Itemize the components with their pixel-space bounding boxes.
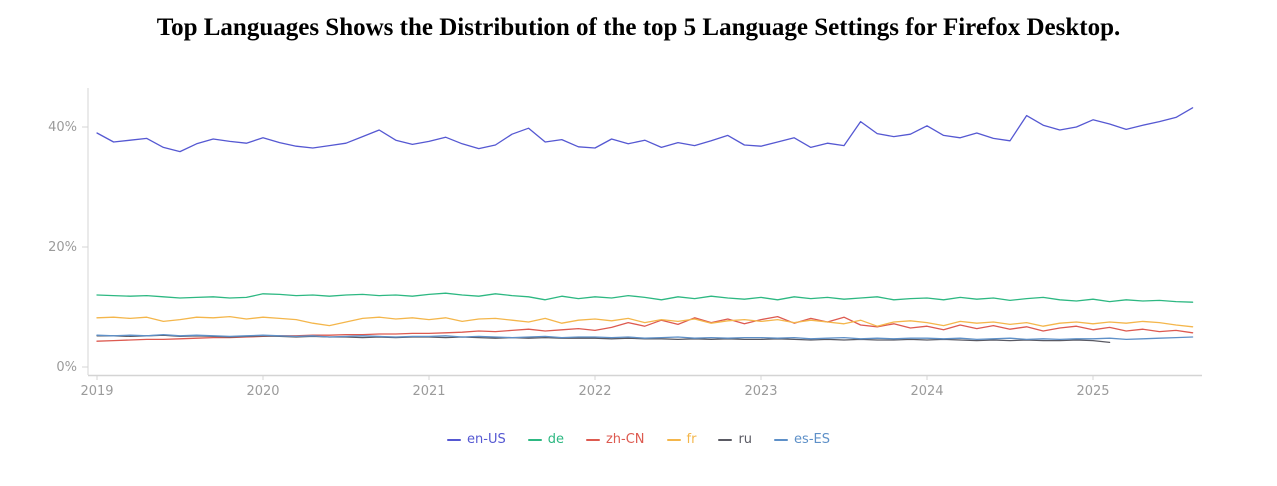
line-de <box>96 292 1194 303</box>
line-es-ES <box>96 333 1194 341</box>
line-zh-CN <box>96 315 1194 342</box>
legend-label: en-US <box>467 432 506 447</box>
x-tick-label: 2025 <box>1076 384 1109 399</box>
legend-item-de[interactable]: de <box>527 432 564 447</box>
x-tick-label: 2020 <box>246 384 279 399</box>
chart-legend: en-US de zh-CN fr ru es-ES <box>0 432 1277 447</box>
x-tick-label: 2023 <box>744 384 777 399</box>
line-en-US <box>96 107 1194 153</box>
legend-item-fr[interactable]: fr <box>666 432 697 447</box>
x-tick-label: 2024 <box>910 384 943 399</box>
chart-title: Top Languages Shows the Distribution of … <box>156 14 1121 41</box>
legend-label: zh-CN <box>605 432 645 447</box>
line-fr <box>96 315 1194 328</box>
legend-label: ru <box>738 432 753 447</box>
legend-item-zh-CN[interactable]: zh-CN <box>585 432 645 447</box>
y-tick-label: 20% <box>48 240 77 255</box>
legend-label: fr <box>686 432 697 447</box>
x-tick-label: 2021 <box>412 384 445 399</box>
legend-label: de <box>547 432 564 447</box>
legend-dash-icon <box>447 438 462 441</box>
legend-dash-icon <box>718 438 733 441</box>
legend-item-es-ES[interactable]: es-ES <box>774 432 830 447</box>
legend-dash-icon <box>774 438 789 441</box>
legend-dash-icon <box>585 438 600 441</box>
legend-item-ru[interactable]: ru <box>718 432 752 447</box>
legend-dash-icon <box>666 438 681 441</box>
language-distribution-line-chart: 0% 20% 40% 2019 2020 2021 2022 2023 2024 2025 <box>48 88 1202 399</box>
legend-dash-icon <box>527 438 542 441</box>
legend-label: es-ES <box>794 432 830 447</box>
x-tick-label: 2022 <box>578 384 611 399</box>
y-tick-label: 0% <box>56 360 77 375</box>
legend-item-en-US[interactable]: en-US <box>447 432 506 447</box>
y-tick-label: 40% <box>48 120 77 135</box>
x-tick-label: 2019 <box>80 384 113 399</box>
